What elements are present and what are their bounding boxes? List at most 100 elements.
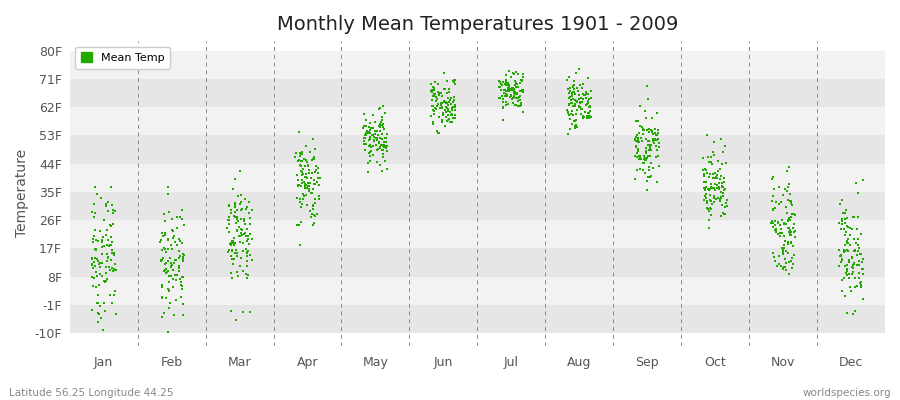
Point <box>840 265 854 272</box>
Point <box>161 268 176 274</box>
Point <box>292 150 307 156</box>
Point <box>159 260 174 267</box>
Point <box>428 87 442 94</box>
Point <box>357 132 372 138</box>
Point <box>581 100 596 106</box>
Point <box>302 167 316 174</box>
Point <box>373 134 387 141</box>
Point <box>564 100 579 106</box>
Point <box>850 252 864 258</box>
Point <box>650 178 664 185</box>
Point <box>509 102 524 108</box>
Point <box>437 107 452 114</box>
Point <box>783 240 797 246</box>
Point <box>444 95 458 101</box>
Point <box>430 96 445 102</box>
Point <box>158 268 172 274</box>
Point <box>230 228 245 235</box>
Point <box>374 131 389 138</box>
Point <box>635 167 650 174</box>
Point <box>580 113 594 119</box>
Point <box>242 199 256 205</box>
Point <box>573 98 588 105</box>
Point <box>851 270 866 277</box>
Point <box>567 78 581 84</box>
Point <box>640 187 654 194</box>
Point <box>228 204 242 210</box>
Point <box>161 258 176 264</box>
Point <box>645 138 660 145</box>
Point <box>164 264 178 270</box>
Point <box>852 280 867 286</box>
Point <box>91 292 105 298</box>
Point <box>783 217 797 224</box>
Point <box>567 100 581 107</box>
Point <box>502 83 517 89</box>
Point <box>581 96 596 102</box>
Point <box>567 118 581 124</box>
Point <box>227 242 241 248</box>
Point <box>101 255 115 261</box>
Point <box>433 90 447 96</box>
Point <box>305 156 320 162</box>
Point <box>632 153 646 159</box>
Point <box>243 231 257 237</box>
Point <box>715 184 729 191</box>
Bar <box>69 164 885 192</box>
Point <box>234 216 248 222</box>
Point <box>699 205 714 211</box>
Point <box>374 136 389 142</box>
Point <box>837 247 851 254</box>
Point <box>629 134 643 140</box>
Text: worldspecies.org: worldspecies.org <box>803 388 891 398</box>
Point <box>374 147 389 153</box>
Point <box>94 244 109 250</box>
Point <box>161 329 176 335</box>
Point <box>93 271 107 277</box>
Point <box>94 251 109 257</box>
Point <box>308 168 322 175</box>
Point <box>788 233 802 240</box>
Point <box>652 140 666 146</box>
Point <box>292 129 306 135</box>
Point <box>508 91 523 98</box>
Point <box>855 259 869 265</box>
Point <box>777 242 791 248</box>
Point <box>700 186 715 193</box>
Point <box>572 92 586 98</box>
Point <box>778 220 792 227</box>
Point <box>109 267 123 273</box>
Point <box>641 153 655 160</box>
Point <box>236 268 250 274</box>
Point <box>628 137 643 144</box>
Point <box>509 81 524 87</box>
Point <box>98 269 112 276</box>
Point <box>639 150 653 156</box>
Point <box>226 261 240 267</box>
Point <box>293 158 308 164</box>
Point <box>167 232 182 239</box>
Point <box>155 257 169 264</box>
Point <box>845 311 859 318</box>
Point <box>766 207 780 214</box>
Point <box>642 126 656 132</box>
Point <box>300 175 314 181</box>
Point <box>570 123 584 130</box>
Point <box>379 135 393 142</box>
Point <box>575 115 590 121</box>
Point <box>581 91 596 97</box>
Point <box>712 179 726 186</box>
Point <box>782 258 796 265</box>
Point <box>649 132 663 138</box>
Point <box>636 126 651 133</box>
Point <box>447 77 462 84</box>
Point <box>502 68 517 74</box>
Point <box>786 255 800 261</box>
Point <box>845 271 859 278</box>
Point <box>704 158 718 165</box>
Point <box>230 214 244 221</box>
Point <box>367 119 382 126</box>
Point <box>705 161 719 167</box>
Point <box>500 82 514 89</box>
Point <box>428 111 442 118</box>
